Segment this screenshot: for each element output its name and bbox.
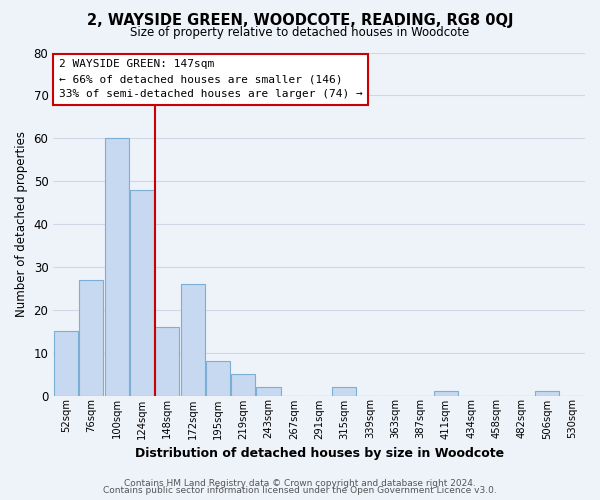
Bar	[332, 387, 356, 396]
Y-axis label: Number of detached properties: Number of detached properties	[15, 131, 28, 317]
Bar	[54, 331, 78, 396]
Text: 2, WAYSIDE GREEN, WOODCOTE, READING, RG8 0QJ: 2, WAYSIDE GREEN, WOODCOTE, READING, RG8…	[87, 12, 513, 28]
X-axis label: Distribution of detached houses by size in Woodcote: Distribution of detached houses by size …	[134, 447, 504, 460]
Bar	[155, 327, 179, 396]
Bar	[206, 361, 230, 396]
Bar	[231, 374, 255, 396]
Bar	[434, 391, 458, 396]
Text: Contains public sector information licensed under the Open Government Licence v3: Contains public sector information licen…	[103, 486, 497, 495]
Bar	[181, 284, 205, 396]
Text: Size of property relative to detached houses in Woodcote: Size of property relative to detached ho…	[130, 26, 470, 39]
Text: 2 WAYSIDE GREEN: 147sqm
← 66% of detached houses are smaller (146)
33% of semi-d: 2 WAYSIDE GREEN: 147sqm ← 66% of detache…	[59, 60, 362, 99]
Text: Contains HM Land Registry data © Crown copyright and database right 2024.: Contains HM Land Registry data © Crown c…	[124, 478, 476, 488]
Bar	[535, 391, 559, 396]
Bar	[256, 387, 281, 396]
Bar	[79, 280, 103, 396]
Bar	[104, 138, 128, 396]
Bar	[130, 190, 154, 396]
